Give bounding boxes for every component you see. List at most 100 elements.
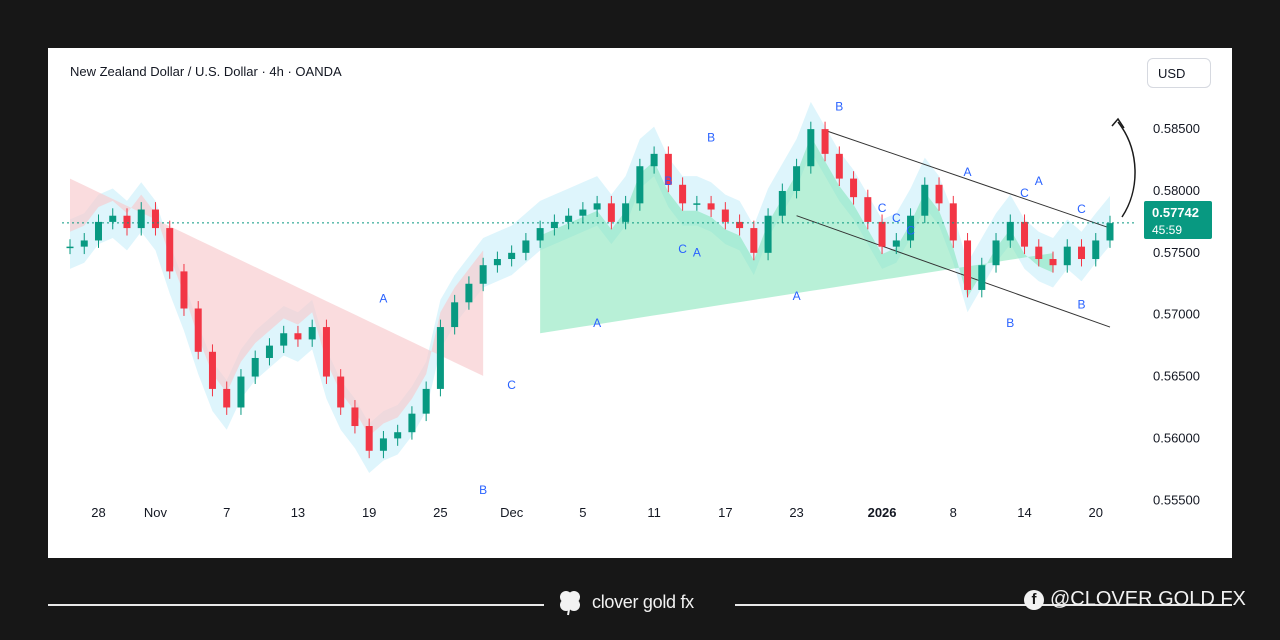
footer-rule-left (48, 604, 544, 606)
candle-body (821, 129, 829, 154)
candle-body (322, 327, 330, 377)
x-tick-label: 23 (789, 505, 803, 520)
footer-rule-right (735, 604, 1232, 606)
candle-body (607, 203, 615, 222)
candle-body (265, 345, 273, 358)
price-axis: 0.58500 0.58000 0.57500 0.57000 0.56500 0.560… (1153, 121, 1200, 507)
candle-body (151, 209, 159, 229)
candle-body (992, 240, 1000, 266)
candle-body (66, 246, 74, 249)
candle-body (1078, 246, 1086, 260)
wave-label: C (906, 223, 915, 237)
candle-body (365, 426, 373, 451)
candle-body (693, 203, 701, 205)
wave-label: A (1035, 174, 1043, 188)
candle-body (664, 153, 672, 185)
candle-body (465, 283, 473, 303)
bear-zone (70, 178, 484, 436)
social-handle[interactable]: f @CLOVER GOLD FX (1024, 588, 1246, 611)
candle-body (636, 166, 644, 204)
candle-body (451, 302, 459, 328)
candle-body (892, 240, 900, 247)
x-tick-label: 25 (433, 505, 447, 520)
wave-label: A (379, 291, 387, 305)
candle-body (479, 265, 487, 284)
wave-label: A (693, 246, 701, 260)
facebook-icon: f (1024, 589, 1044, 610)
channel-lines (796, 129, 1111, 328)
candle-body (1063, 246, 1071, 266)
price-series (66, 121, 1114, 459)
arrow-head-icon (1111, 117, 1125, 129)
candle-body (1049, 259, 1057, 266)
candle-body (166, 228, 174, 272)
wave-label: B (707, 130, 715, 144)
currency-selector[interactable]: USD (1147, 58, 1211, 88)
wave-label: A (793, 289, 801, 303)
x-tick-label: 13 (291, 505, 305, 520)
candle-body (1035, 246, 1043, 260)
candle-body (522, 240, 530, 253)
candle-body (208, 351, 216, 389)
wave-label: B (1077, 298, 1085, 312)
x-tick-label: 19 (362, 505, 376, 520)
wave-label: C (878, 201, 887, 215)
x-tick-label: Dec (500, 505, 524, 520)
candle-body (864, 197, 872, 222)
price-badge-countdown: 45:59 (1152, 223, 1182, 237)
candle-body (280, 333, 288, 346)
y-tick-label: 0.55500 (1153, 492, 1200, 507)
wave-label: B (835, 100, 843, 114)
candle-body (94, 221, 102, 241)
price-badge-value: 0.57742 (1152, 205, 1199, 220)
x-tick-label: 8 (950, 505, 957, 520)
channel-line-lower (796, 215, 1111, 328)
candle-body (579, 209, 587, 216)
price-badge (1144, 201, 1212, 239)
candle-body (408, 413, 416, 433)
wave-label: C (1077, 202, 1086, 216)
candle-body (294, 333, 302, 340)
candle-body (351, 407, 359, 427)
x-tick-label: 5 (579, 505, 586, 520)
y-tick-label: 0.58500 (1153, 121, 1200, 136)
candle-body (80, 240, 88, 247)
candle-body (1106, 223, 1114, 241)
wave-label: C (892, 211, 901, 225)
x-tick-label: 11 (647, 505, 661, 520)
candle-body (237, 376, 245, 408)
time-axis: 28 Nov 7 13 19 25 Dec 5 11 17 23 2026 8 14 20 (91, 505, 1103, 520)
wave-label: B (664, 174, 672, 188)
candle-body (394, 432, 402, 439)
candle-body (750, 228, 758, 253)
candle-body (308, 327, 316, 340)
y-tick-label: 0.57000 (1153, 307, 1200, 322)
y-tick-label: 0.56500 (1153, 369, 1200, 384)
wave-label: C (507, 378, 516, 392)
candle-body (536, 228, 544, 241)
candle-body (679, 184, 687, 204)
bull-zone (540, 136, 1054, 334)
candle-body (109, 215, 117, 222)
candle-body (123, 215, 131, 229)
candle-body (921, 184, 929, 216)
x-tick-label: Nov (144, 505, 168, 520)
candle-body (778, 190, 786, 216)
candle-body (978, 265, 986, 290)
x-tick-label: 7 (223, 505, 230, 520)
candle-body (550, 221, 558, 229)
candle-body (422, 388, 430, 414)
wave-label: C (678, 242, 687, 256)
candle-body (878, 221, 886, 247)
symbol-title: New Zealand Dollar / U.S. Dollar · 4h · … (70, 64, 342, 79)
projection-arrow (1117, 121, 1136, 218)
wave-label: A (964, 165, 972, 179)
candle-body (850, 178, 858, 198)
candle-body (835, 153, 843, 179)
candle-body (721, 209, 729, 222)
candle-body (180, 271, 188, 309)
candle-body (194, 308, 202, 352)
brand-logo: clover gold fx (556, 588, 694, 616)
candle-body (1092, 240, 1100, 260)
